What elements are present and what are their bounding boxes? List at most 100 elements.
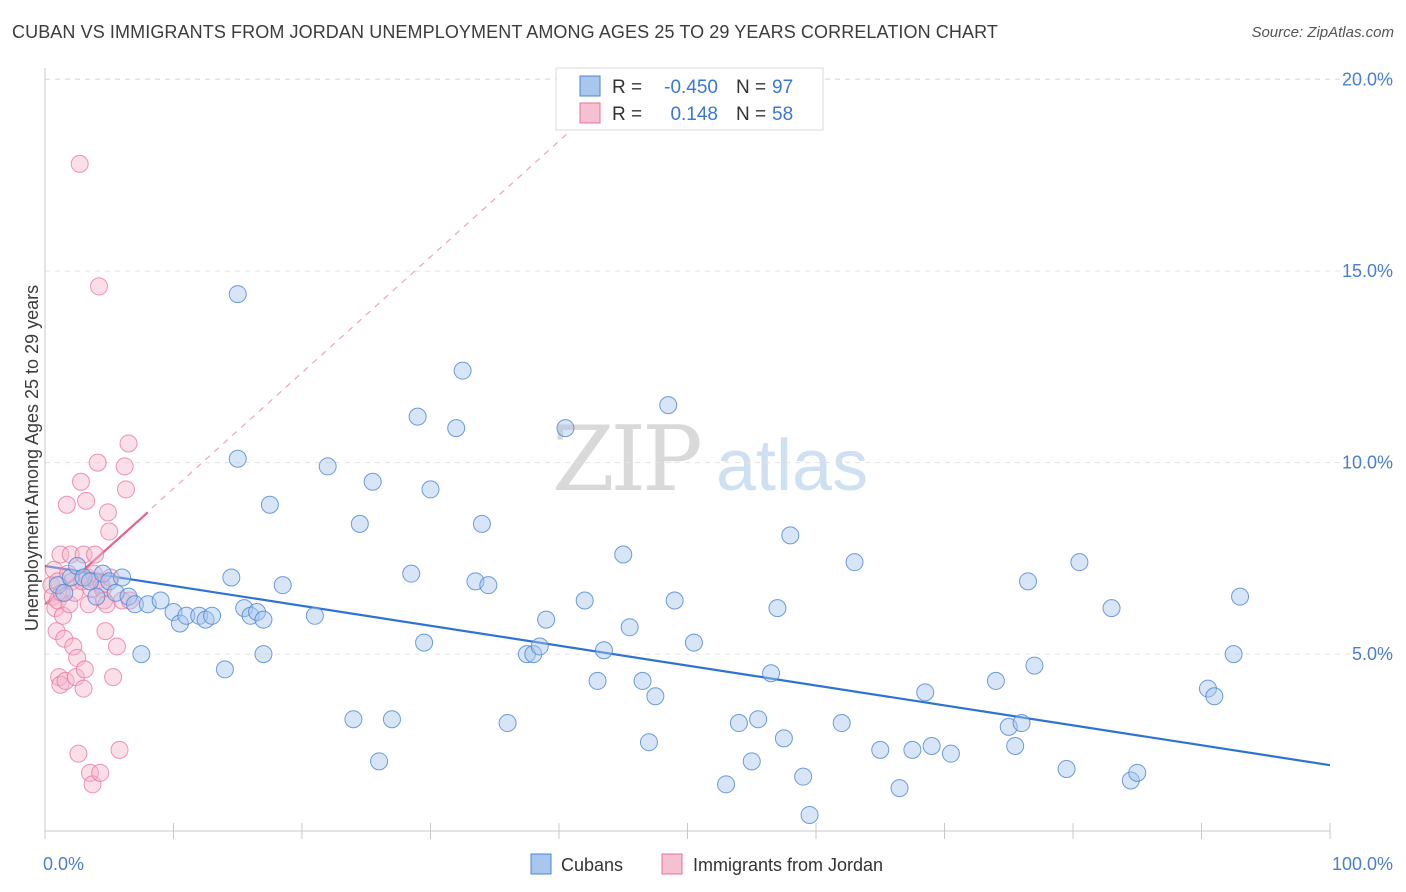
y-axis-label: Unemployment Among Ages 25 to 29 years xyxy=(22,285,42,631)
point-cubans-28 xyxy=(254,645,273,664)
point-cubans-42 xyxy=(415,633,434,652)
point-cubans-78 xyxy=(871,740,890,759)
bottom-legend-cubans: Cubans xyxy=(561,855,623,875)
point-cubans-37 xyxy=(363,472,382,491)
point-cubans-82 xyxy=(922,737,941,756)
point-cubans-81 xyxy=(916,683,935,702)
point-cubans-70 xyxy=(762,664,781,683)
point-cubans-10 xyxy=(113,568,132,587)
point-jordan-33 xyxy=(80,763,99,782)
point-cubans-27 xyxy=(248,602,267,621)
y-tick-label-3: 20.0% xyxy=(1342,70,1393,90)
point-cubans-77 xyxy=(845,553,864,572)
point-cubans-45 xyxy=(453,361,472,380)
point-cubans-88 xyxy=(1019,572,1038,591)
point-cubans-60 xyxy=(633,671,652,690)
point-cubans-48 xyxy=(479,576,498,595)
point-jordan-11 xyxy=(53,606,72,625)
watermark-zip: ZIP xyxy=(552,407,700,512)
legend-r-label-1: R = xyxy=(612,77,642,98)
point-cubans-96 xyxy=(1205,687,1224,706)
trend-line-cubans xyxy=(44,564,1331,767)
y-tick-label-0: 5.0% xyxy=(1352,644,1393,664)
point-cubans-43 xyxy=(421,480,440,499)
point-cubans-13 xyxy=(132,645,151,664)
point-cubans-1 xyxy=(55,583,74,602)
point-cubans-94 xyxy=(1128,763,1147,782)
point-cubans-22 xyxy=(215,660,234,679)
point-cubans-66 xyxy=(717,775,736,794)
point-cubans-41 xyxy=(408,407,427,426)
point-jordan-32 xyxy=(79,595,98,614)
point-cubans-23 xyxy=(222,568,241,587)
point-jordan-54 xyxy=(115,457,134,476)
point-cubans-80 xyxy=(903,740,922,759)
point-cubans-87 xyxy=(1012,714,1031,733)
point-jordan-41 xyxy=(91,763,110,782)
point-cubans-2 xyxy=(61,568,80,587)
point-cubans-44 xyxy=(447,419,466,438)
point-jordan-29 xyxy=(75,660,94,679)
point-jordan-13 xyxy=(56,671,75,690)
point-cubans-55 xyxy=(575,591,594,610)
point-cubans-21 xyxy=(203,606,222,625)
point-jordan-30 xyxy=(77,491,96,510)
legend-r-label-2: R = xyxy=(612,104,642,125)
point-jordan-51 xyxy=(107,637,126,656)
point-cubans-11 xyxy=(119,587,138,606)
bottom-legend-swatch-cubans xyxy=(530,853,552,875)
point-jordan-39 xyxy=(88,453,107,472)
point-cubans-12 xyxy=(125,595,144,614)
point-jordan-25 xyxy=(71,472,90,491)
legend-r-value-2: 0.148 xyxy=(670,104,718,125)
point-jordan-28 xyxy=(74,679,93,698)
legend-box: R = -0.450 N = 97 R = 0.148 N = 58 xyxy=(555,67,824,131)
point-cubans-39 xyxy=(382,710,401,729)
point-jordan-9 xyxy=(51,545,70,564)
point-cubans-31 xyxy=(228,285,247,304)
point-cubans-30 xyxy=(273,576,292,595)
point-cubans-59 xyxy=(620,618,639,637)
point-cubans-18 xyxy=(177,606,196,625)
point-jordan-23 xyxy=(69,744,88,763)
data-points xyxy=(42,154,1250,824)
point-cubans-91 xyxy=(1070,553,1089,572)
point-cubans-67 xyxy=(729,714,748,733)
point-jordan-19 xyxy=(64,637,83,656)
legend-n-label-1: N = xyxy=(736,77,766,98)
point-cubans-79 xyxy=(890,779,909,798)
point-jordan-24 xyxy=(70,154,89,173)
point-cubans-36 xyxy=(350,514,369,533)
point-cubans-89 xyxy=(1025,656,1044,675)
point-cubans-61 xyxy=(639,733,658,752)
point-cubans-52 xyxy=(530,637,549,656)
legend-swatch-cubans xyxy=(579,75,601,97)
point-cubans-54 xyxy=(556,419,575,438)
point-cubans-72 xyxy=(774,729,793,748)
point-cubans-51 xyxy=(524,645,543,664)
point-cubans-65 xyxy=(684,633,703,652)
bottom-legend: Cubans Immigrants from Jordan xyxy=(530,853,883,875)
point-cubans-68 xyxy=(742,752,761,771)
point-cubans-17 xyxy=(170,614,189,633)
point-cubans-38 xyxy=(370,752,389,771)
point-cubans-84 xyxy=(986,671,1005,690)
point-cubans-71 xyxy=(768,599,787,618)
legend-n-label-2: N = xyxy=(736,104,766,125)
point-cubans-40 xyxy=(402,564,421,583)
point-cubans-98 xyxy=(1231,587,1250,606)
legend-n-value-2: 58 xyxy=(772,104,793,125)
point-cubans-75 xyxy=(800,805,819,824)
point-cubans-3 xyxy=(68,557,87,576)
point-cubans-24 xyxy=(228,449,247,468)
point-jordan-17 xyxy=(61,545,80,564)
point-cubans-76 xyxy=(832,714,851,733)
point-jordan-2 xyxy=(44,560,63,579)
point-cubans-62 xyxy=(646,687,665,706)
point-cubans-74 xyxy=(794,767,813,786)
point-cubans-73 xyxy=(781,526,800,545)
point-jordan-56 xyxy=(119,434,138,453)
point-cubans-49 xyxy=(498,714,517,733)
point-cubans-56 xyxy=(588,671,607,690)
